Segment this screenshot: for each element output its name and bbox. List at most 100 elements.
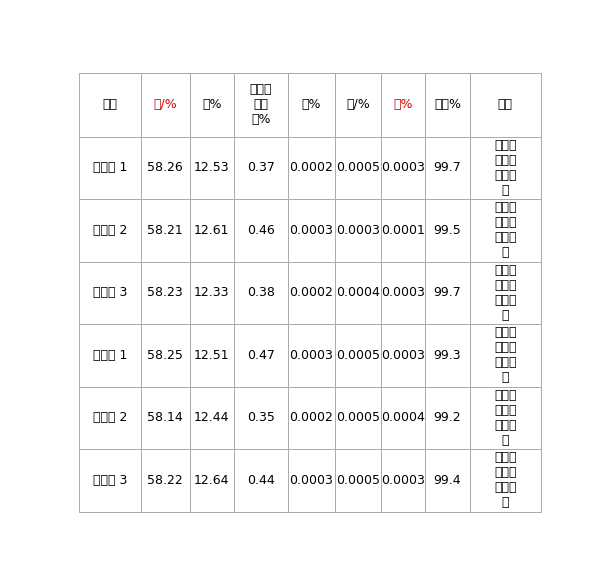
Bar [141, 199, 190, 262]
Bar [234, 387, 288, 449]
Text: 细度%: 细度% [434, 98, 461, 111]
Text: 0.0003: 0.0003 [336, 224, 380, 237]
Text: 12.51: 12.51 [194, 349, 230, 362]
Bar [425, 262, 469, 324]
Text: 0.0002: 0.0002 [289, 162, 333, 174]
Text: 0.0003: 0.0003 [289, 349, 333, 362]
Bar [79, 387, 141, 449]
Bar [141, 387, 190, 449]
Bar [469, 324, 541, 387]
Bar [234, 262, 288, 324]
Text: 0.44: 0.44 [247, 474, 275, 487]
Text: 99.5: 99.5 [434, 224, 462, 237]
Bar [425, 449, 469, 512]
Text: 0.0003: 0.0003 [381, 162, 425, 174]
Text: 0.0005: 0.0005 [336, 474, 380, 487]
Bar [141, 73, 190, 137]
Text: 实施例 1: 实施例 1 [93, 162, 127, 174]
Text: 0.0001: 0.0001 [381, 224, 425, 237]
Bar [288, 262, 335, 324]
Bar [288, 449, 335, 512]
Text: 0.37: 0.37 [247, 162, 275, 174]
Text: 粒径较
大，易
洗涤过
滤: 粒径较 大，易 洗涤过 滤 [494, 201, 517, 259]
Bar [141, 137, 190, 199]
Bar [288, 137, 335, 199]
Bar [381, 199, 425, 262]
Bar [234, 324, 288, 387]
Text: 99.7: 99.7 [434, 162, 462, 174]
Bar [234, 199, 288, 262]
Text: 0.0004: 0.0004 [381, 412, 425, 424]
Text: 12.33: 12.33 [194, 287, 230, 299]
Bar [469, 73, 541, 137]
Bar [79, 73, 141, 137]
Text: 0.0002: 0.0002 [289, 412, 333, 424]
Text: 0.38: 0.38 [247, 287, 275, 299]
Text: 粒径较
大，易
洗涤过
滤: 粒径较 大，易 洗涤过 滤 [494, 452, 517, 510]
Bar [425, 73, 469, 137]
Bar [335, 73, 381, 137]
Bar [141, 324, 190, 387]
Bar [425, 387, 469, 449]
Bar [190, 387, 234, 449]
Bar [79, 449, 141, 512]
Bar [425, 137, 469, 199]
Text: 砷%: 砷% [301, 98, 321, 111]
Bar [469, 262, 541, 324]
Text: 58.23: 58.23 [148, 287, 183, 299]
Text: 锌/%: 锌/% [154, 98, 177, 111]
Text: 58.21: 58.21 [148, 224, 183, 237]
Bar [335, 449, 381, 512]
Text: 0.0002: 0.0002 [289, 287, 333, 299]
Text: 12.61: 12.61 [194, 224, 230, 237]
Text: 铅/%: 铅/% [346, 98, 370, 111]
Text: 0.0003: 0.0003 [289, 224, 333, 237]
Text: 58.22: 58.22 [148, 474, 183, 487]
Bar [234, 137, 288, 199]
Text: 12.53: 12.53 [194, 162, 230, 174]
Bar [335, 387, 381, 449]
Bar [79, 324, 141, 387]
Text: 0.0005: 0.0005 [336, 412, 380, 424]
Text: 粒径较
大，易
洗涤过
滤: 粒径较 大，易 洗涤过 滤 [494, 139, 517, 197]
Text: 粒径较
大，易
洗涤过
滤: 粒径较 大，易 洗涤过 滤 [494, 327, 517, 384]
Bar [79, 199, 141, 262]
Text: 99.2: 99.2 [434, 412, 461, 424]
Text: 实施例 2: 实施例 2 [93, 224, 127, 237]
Bar [79, 262, 141, 324]
Text: 0.0005: 0.0005 [336, 349, 380, 362]
Text: 99.3: 99.3 [434, 349, 461, 362]
Text: 氯%: 氯% [202, 98, 221, 111]
Bar [190, 324, 234, 387]
Bar [469, 137, 541, 199]
Bar [335, 137, 381, 199]
Text: 实施例 3: 实施例 3 [93, 287, 127, 299]
Bar [381, 449, 425, 512]
Bar [141, 262, 190, 324]
Bar [141, 449, 190, 512]
Bar [288, 73, 335, 137]
Bar [190, 73, 234, 137]
Text: 镉%: 镉% [394, 98, 413, 111]
Text: 58.14: 58.14 [148, 412, 183, 424]
Text: 对比例 2: 对比例 2 [93, 412, 127, 424]
Text: 0.0003: 0.0003 [381, 349, 425, 362]
Text: 0.0004: 0.0004 [336, 287, 380, 299]
Text: 对比例 1: 对比例 1 [93, 349, 127, 362]
Text: 0.47: 0.47 [247, 349, 275, 362]
Bar [381, 262, 425, 324]
Bar [335, 324, 381, 387]
Bar [469, 449, 541, 512]
Bar [288, 199, 335, 262]
Bar [190, 199, 234, 262]
Bar [381, 73, 425, 137]
Bar [288, 324, 335, 387]
Text: 0.0003: 0.0003 [289, 474, 333, 487]
Bar [288, 387, 335, 449]
Bar [234, 449, 288, 512]
Text: 粒径较
大，易
洗涤过
滤: 粒径较 大，易 洗涤过 滤 [494, 264, 517, 322]
Text: 99.4: 99.4 [434, 474, 461, 487]
Bar [190, 449, 234, 512]
Bar [381, 387, 425, 449]
Text: 0.35: 0.35 [247, 412, 275, 424]
